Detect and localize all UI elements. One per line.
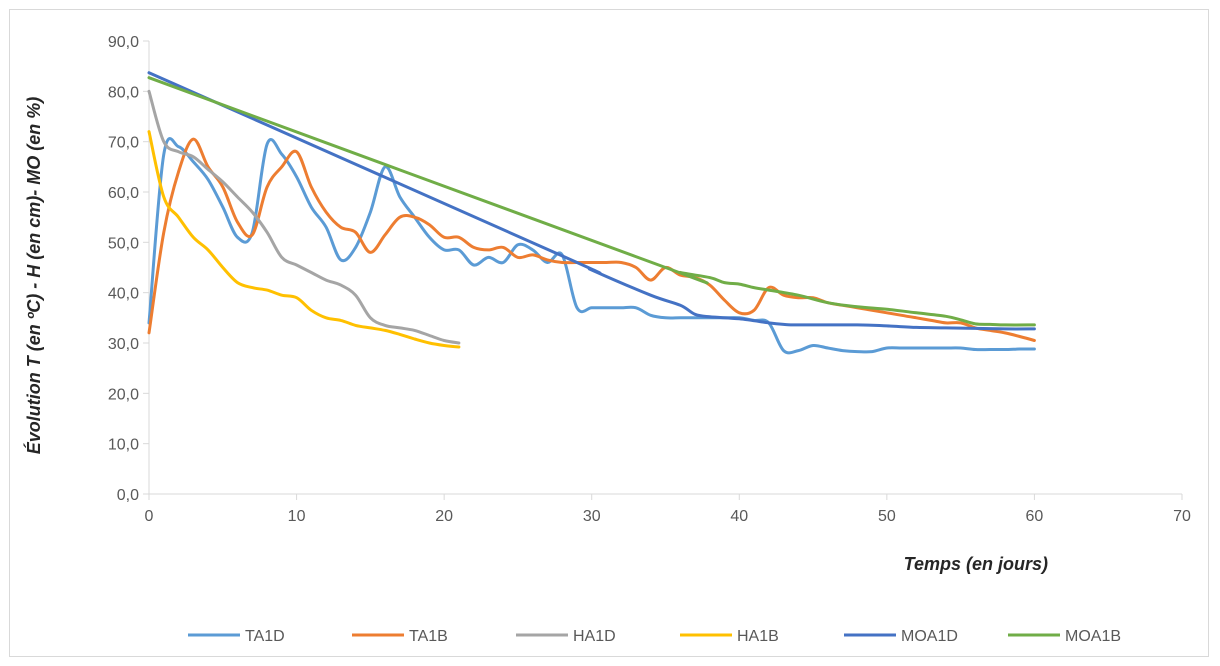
legend-label-ha1b: HA1B (737, 628, 779, 645)
y-tick-label: 90,0 (108, 34, 139, 51)
x-tick-label: 20 (435, 508, 453, 525)
x-tick-label: 70 (1173, 508, 1191, 525)
series-line-moa1b (147, 76, 1036, 327)
x-tick-label: 10 (288, 508, 306, 525)
chart-area: 0,0 10,0 20,0 30,0 40,0 50,0 60,0 70,0 80,0 90,0 0… (9, 9, 1209, 657)
x-tick-label: 30 (583, 508, 601, 525)
series-line-ha1d (147, 89, 461, 345)
y-tick-label: 60,0 (108, 185, 139, 202)
y-tick-label: 80,0 (108, 84, 139, 101)
x-tick-label: 60 (1026, 508, 1044, 525)
y-tick-label: 10,0 (108, 437, 139, 454)
series-line-moa1d (147, 71, 1036, 331)
y-tick-label: 50,0 (108, 235, 139, 252)
y-tick-label: 0,0 (117, 487, 139, 504)
axes (148, 41, 1182, 495)
line-chart: 0,0 10,0 20,0 30,0 40,0 50,0 60,0 70,0 80,0 90,0 0… (23, 34, 1191, 645)
series-line-ta1d (147, 137, 1036, 355)
series-line-ha1b (147, 130, 461, 349)
x-tick-label: 0 (145, 508, 154, 525)
y-tick-label: 70,0 (108, 135, 139, 152)
y-tick-label: 40,0 (108, 286, 139, 303)
legend-label-ta1b: TA1B (409, 628, 448, 645)
legend-label-moa1b: MOA1B (1065, 628, 1121, 645)
series-line-ta1b (147, 137, 1036, 342)
x-tick-label: 40 (730, 508, 748, 525)
ticks: 0,0 10,0 20,0 30,0 40,0 50,0 60,0 70,0 80,0 90,0 0… (108, 34, 1191, 525)
y-axis-title: Évolution T (en ºC) - H (en cm)- MO (en … (23, 97, 44, 455)
legend-label-ha1d: HA1D (573, 628, 616, 645)
legend: TA1D TA1B HA1D HA1B MOA1D MOA1B (188, 628, 1121, 645)
y-tick-label: 20,0 (108, 386, 139, 403)
y-tick-label: 30,0 (108, 336, 139, 353)
series (147, 71, 1036, 355)
x-axis-title: Temps (en jours) (904, 554, 1048, 574)
x-tick-label: 50 (878, 508, 896, 525)
legend-label-moa1d: MOA1D (901, 628, 958, 645)
legend-label-ta1d: TA1D (245, 628, 285, 645)
